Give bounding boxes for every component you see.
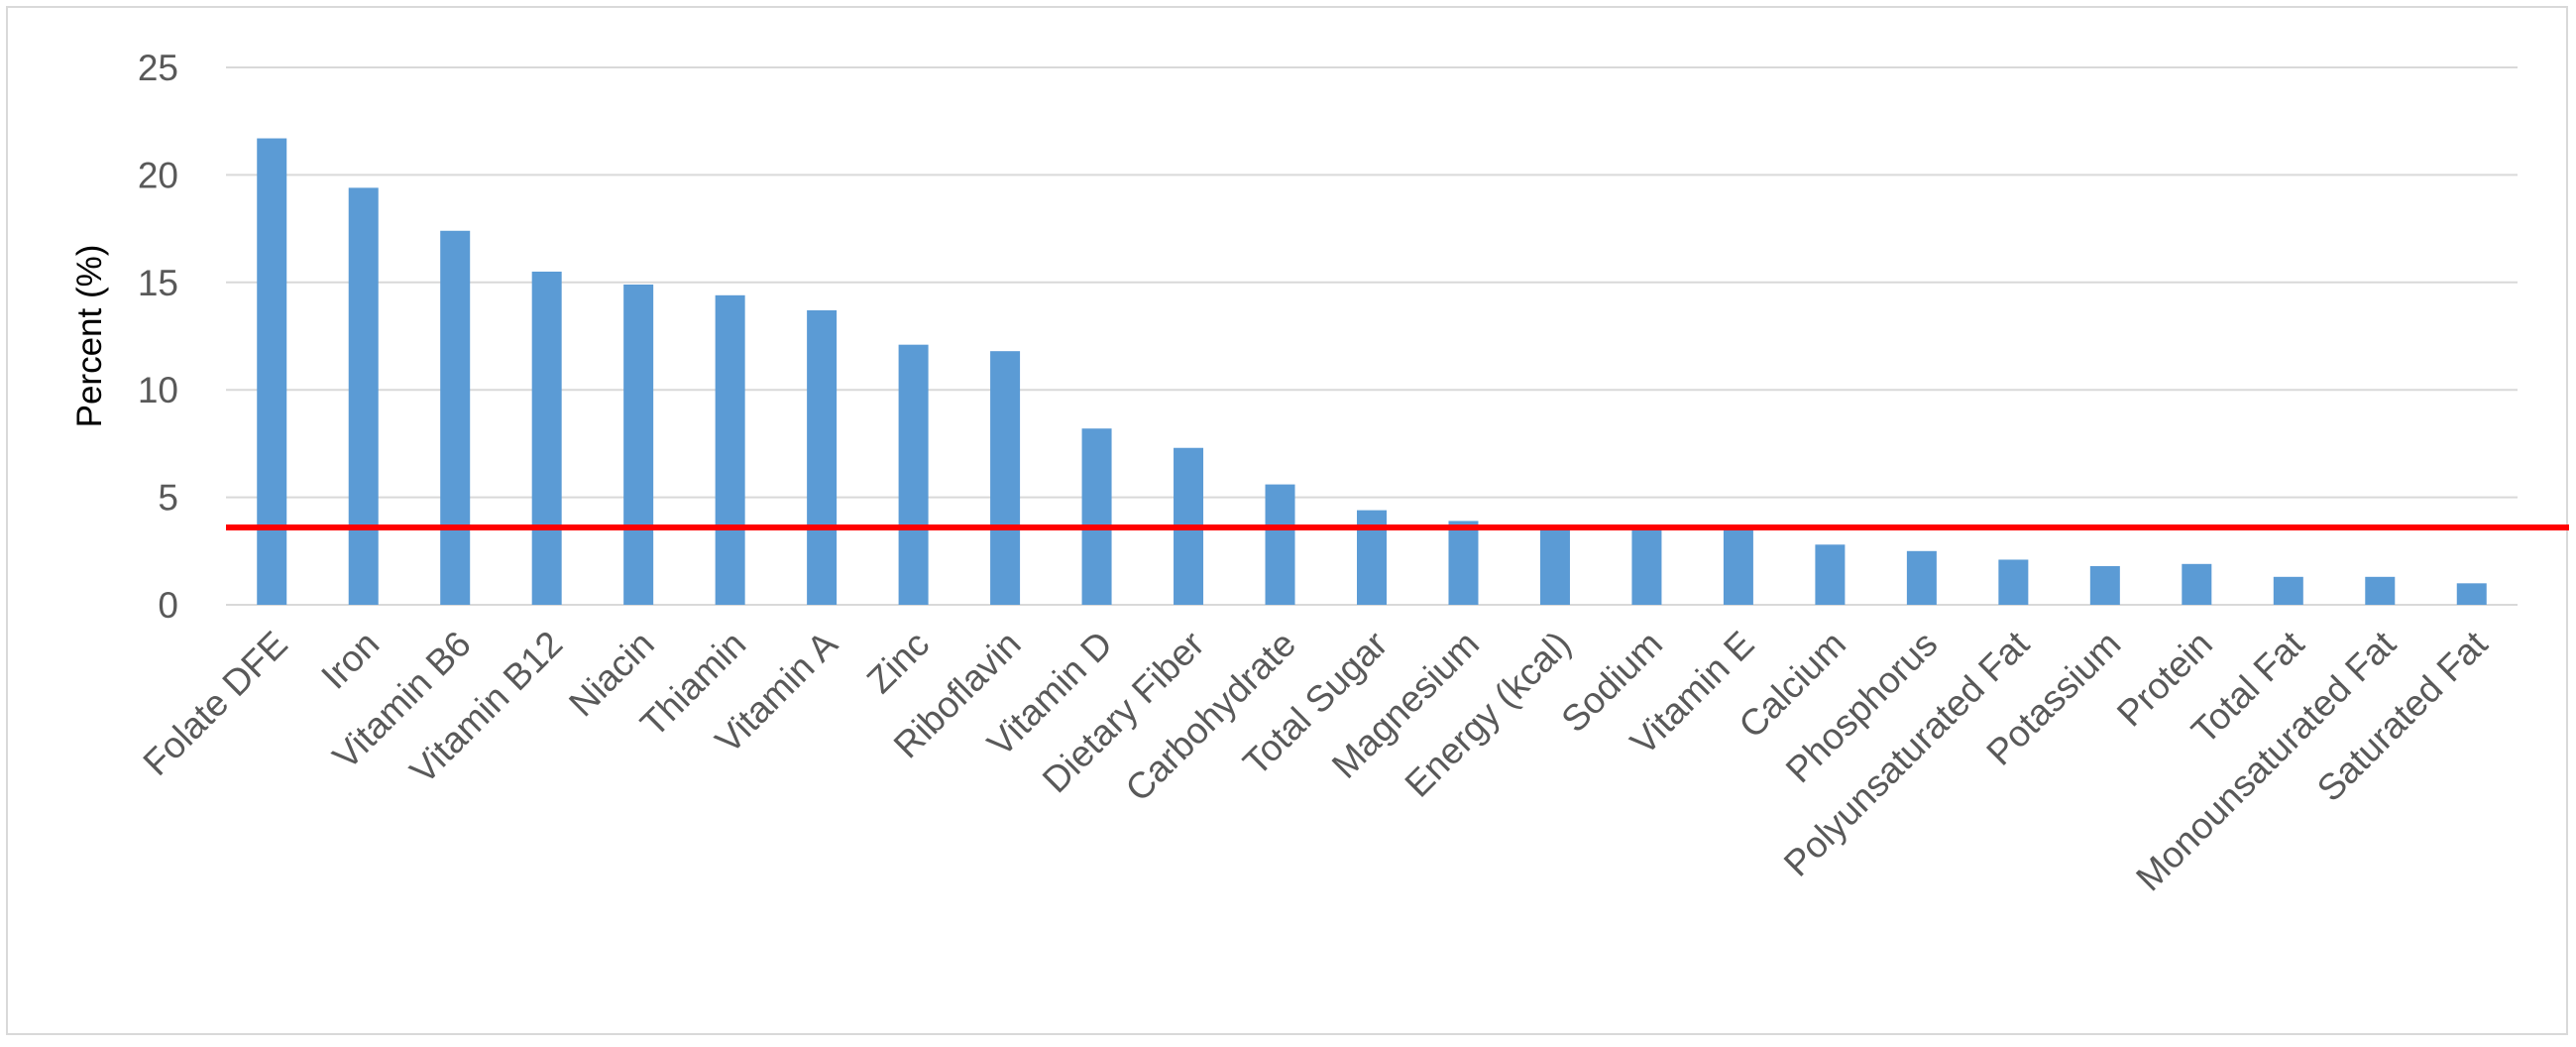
bar <box>1906 550 1937 605</box>
gridlines <box>226 66 2518 606</box>
bar <box>257 138 287 605</box>
y-tick-labels: 0 5 10 15 20 25 <box>138 48 178 626</box>
bar <box>2365 576 2396 605</box>
category-label: Zinc <box>859 624 937 701</box>
bar <box>2273 576 2303 605</box>
bar <box>990 351 1021 605</box>
bar <box>1815 544 1846 605</box>
category-label: Folate DFE <box>136 624 295 783</box>
bar <box>348 187 379 605</box>
y-tick-label: 15 <box>138 263 178 303</box>
y-tick-label: 0 <box>158 585 178 626</box>
y-tick-label: 25 <box>138 48 178 88</box>
y-tick-label: 5 <box>158 478 178 519</box>
y-axis-title: Percent (%) <box>70 245 109 428</box>
bar <box>898 344 929 605</box>
bar <box>623 284 654 605</box>
bar <box>2456 583 2487 605</box>
bar <box>1265 484 1295 605</box>
bar <box>1448 521 1479 605</box>
bar <box>807 309 838 605</box>
bar <box>715 294 745 605</box>
bar <box>2089 565 2120 605</box>
bar <box>1357 510 1387 605</box>
y-tick-label: 10 <box>138 370 178 410</box>
bar <box>2182 563 2212 605</box>
bar <box>531 271 562 605</box>
y-tick-label: 20 <box>138 155 178 195</box>
bar <box>1539 526 1570 605</box>
bar <box>1631 526 1662 605</box>
bar <box>1081 428 1112 605</box>
bar <box>440 230 471 605</box>
bar <box>1723 529 1753 605</box>
bars <box>257 138 2487 605</box>
category-label: Iron <box>313 624 387 697</box>
bar <box>1998 559 2029 605</box>
